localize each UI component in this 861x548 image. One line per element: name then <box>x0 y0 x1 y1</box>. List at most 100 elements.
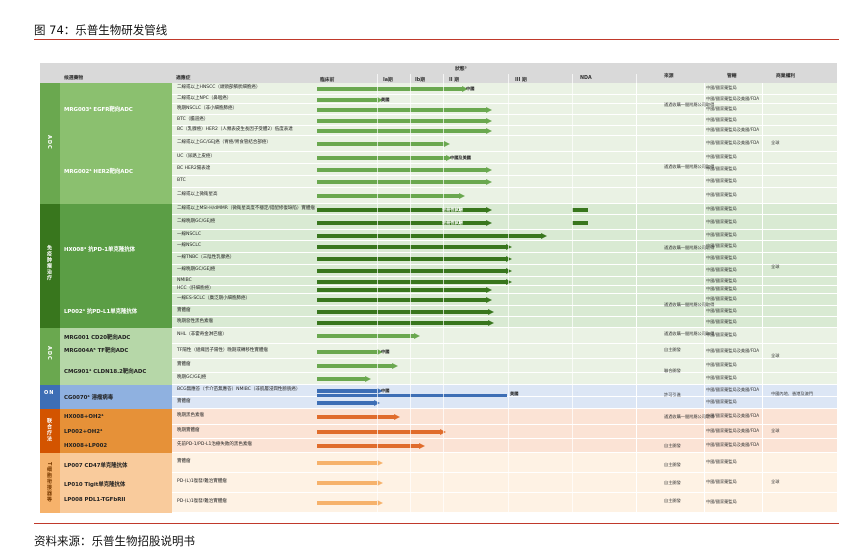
indication-label: 一線TNBC（三陰性乳腺癌） <box>177 255 235 260</box>
regulator-label: 中國/國家藥監局及美國/FDA <box>706 347 760 353</box>
indication-label: 晚期NSCLC（非小細胞肺癌） <box>177 105 238 111</box>
drug-lp007: LP007 CD47单克隆抗体 <box>64 463 128 469</box>
progress-bar <box>317 142 444 146</box>
phase-divider <box>508 74 509 513</box>
drug-lp002oh2: LP002+OH2⁴ <box>64 429 103 435</box>
indication-label: BTC <box>177 178 186 183</box>
table-row <box>172 286 837 294</box>
indication-label: 二線晚期GC/GEJ癌 <box>177 218 216 224</box>
regulator-label: 中國/國家藥監局 <box>706 192 737 197</box>
category-on <box>40 385 60 409</box>
table-row <box>172 306 837 317</box>
rights-2: 全球 <box>771 264 780 269</box>
table-row <box>172 215 837 230</box>
regulator-label: 中國/國家藥監局及美國/FDA <box>706 95 760 101</box>
regulator-label: 中國/國家藥監局 <box>706 362 737 367</box>
regulator-label: 中國/國家藥監局 <box>706 277 737 283</box>
indication-label: BTC（膽道癌） <box>177 116 209 122</box>
header-drug: 候選藥物 <box>64 76 84 81</box>
header-status: 狀態⁵ <box>455 67 467 72</box>
indication-label: 一線NSCLC <box>177 243 202 248</box>
progress-arrow <box>377 348 383 355</box>
rights-5: 全球 <box>771 428 780 433</box>
progress-bar <box>317 444 419 448</box>
drug-lp002: LP002⁴ 抗PD-L1单克隆抗体 <box>64 309 138 315</box>
regulator-label: 中國/國家藥監局 <box>706 307 737 313</box>
progress-bar <box>317 430 440 434</box>
indication-label: NHL（非霍奇金淋巴瘤） <box>177 332 227 337</box>
progress-bar <box>317 180 486 184</box>
progress-bar <box>317 233 541 238</box>
progress-bar <box>317 269 506 273</box>
drug-cell-tcell <box>60 453 172 513</box>
category-tcell <box>40 453 60 513</box>
cg0070-us-tag: 美國 <box>510 391 519 396</box>
cg0070-us-bar <box>317 394 507 397</box>
status-tag: 註冊性試驗 <box>442 206 463 212</box>
progress-arrow <box>506 268 512 274</box>
regulator-label: 中國/國家藥監局 <box>706 332 737 337</box>
progress-bar <box>317 279 506 284</box>
regulator-label: 中國/國家藥監局 <box>706 178 737 183</box>
header-p3: III 期 <box>515 78 527 83</box>
progress-arrow <box>459 193 465 199</box>
regulator-label: 中國/國家藥監局 <box>706 166 737 171</box>
indication-label: 一線ES-SCLC（廣泛期小細胞肺癌） <box>177 296 250 301</box>
header-p2: II 期 <box>449 78 460 83</box>
category-tcell-label: T细胞衔接器等 <box>46 462 52 503</box>
regulator-label: 中國/國家藥監局 <box>706 296 737 301</box>
table-row <box>172 176 837 188</box>
progress-bar <box>317 298 486 302</box>
rights-4: 中國內地、香港及澳門 <box>771 391 813 396</box>
progress-arrow <box>486 106 492 113</box>
drug-cell-cg0070 <box>60 385 172 409</box>
progress-arrow <box>488 308 494 315</box>
table-row <box>172 373 837 385</box>
progress-bar <box>317 389 377 393</box>
status-tag: 註冊性試驗 <box>442 219 463 225</box>
indication-label: 晚期惡性黑色素瘤 <box>177 318 213 324</box>
progress-arrow <box>486 219 492 226</box>
table-row <box>172 136 837 152</box>
progress-bar <box>317 415 394 419</box>
progress-bar <box>317 288 486 292</box>
progress-bar <box>317 334 414 338</box>
drug-cg0070: CG0070⁴ 溶瘤病毒 <box>64 395 114 401</box>
regulator-label: 中國/國家藥監局 <box>706 116 737 122</box>
progress-bar <box>317 245 506 249</box>
table-row <box>172 359 837 373</box>
indication-label: 晚期GC/GEJ癌 <box>177 375 207 380</box>
progress-arrow <box>486 287 492 293</box>
drug-cmg901: CMG901⁴ CLDN18.2靶向ADC <box>64 369 147 375</box>
rights-1: 全球 <box>771 140 780 145</box>
drug-lp010: LP010 Tigit单克隆抗体 <box>64 482 126 488</box>
phase-divider <box>443 74 444 513</box>
indication-label: TF陽性（組織因子陽性）晚期或轉移性實體瘤 <box>177 347 268 353</box>
progress-arrow <box>419 443 425 449</box>
category-adc-1 <box>40 83 60 204</box>
header-origin: 來源 <box>664 74 674 79</box>
indication-label: 二線或以上NPC（鼻咽癌） <box>177 95 232 101</box>
progress-arrow <box>506 256 512 262</box>
regulator-label: 中國/國家藥監局 <box>706 286 737 291</box>
progress-arrow <box>541 232 547 239</box>
regulator-label: 中國/國家藥監局 <box>706 218 737 224</box>
regulator-label: 中國/國家藥監局及美國/FDA <box>706 428 760 433</box>
table-row <box>172 126 837 136</box>
origin-10: 自主開發 <box>664 443 681 448</box>
progress-bar <box>317 156 446 160</box>
table-row <box>172 115 837 126</box>
indication-label: 晚期黑色素瘤 <box>177 413 204 418</box>
drug-lp008: LP008 PDL1-TGFbRII <box>64 497 126 503</box>
progress-bar <box>317 501 377 505</box>
progress-bar <box>317 168 486 172</box>
progress-arrow <box>414 333 420 339</box>
progress-arrow <box>506 244 512 250</box>
progress-bar <box>317 349 377 354</box>
progress-arrow <box>486 206 492 213</box>
indication-label: 實體瘤 <box>177 459 191 464</box>
table-row <box>172 425 837 439</box>
progress-bar <box>317 401 374 405</box>
regulator-label: 中國/國家藥監局及美國/FDA <box>706 387 760 392</box>
footer-rule <box>34 523 839 524</box>
